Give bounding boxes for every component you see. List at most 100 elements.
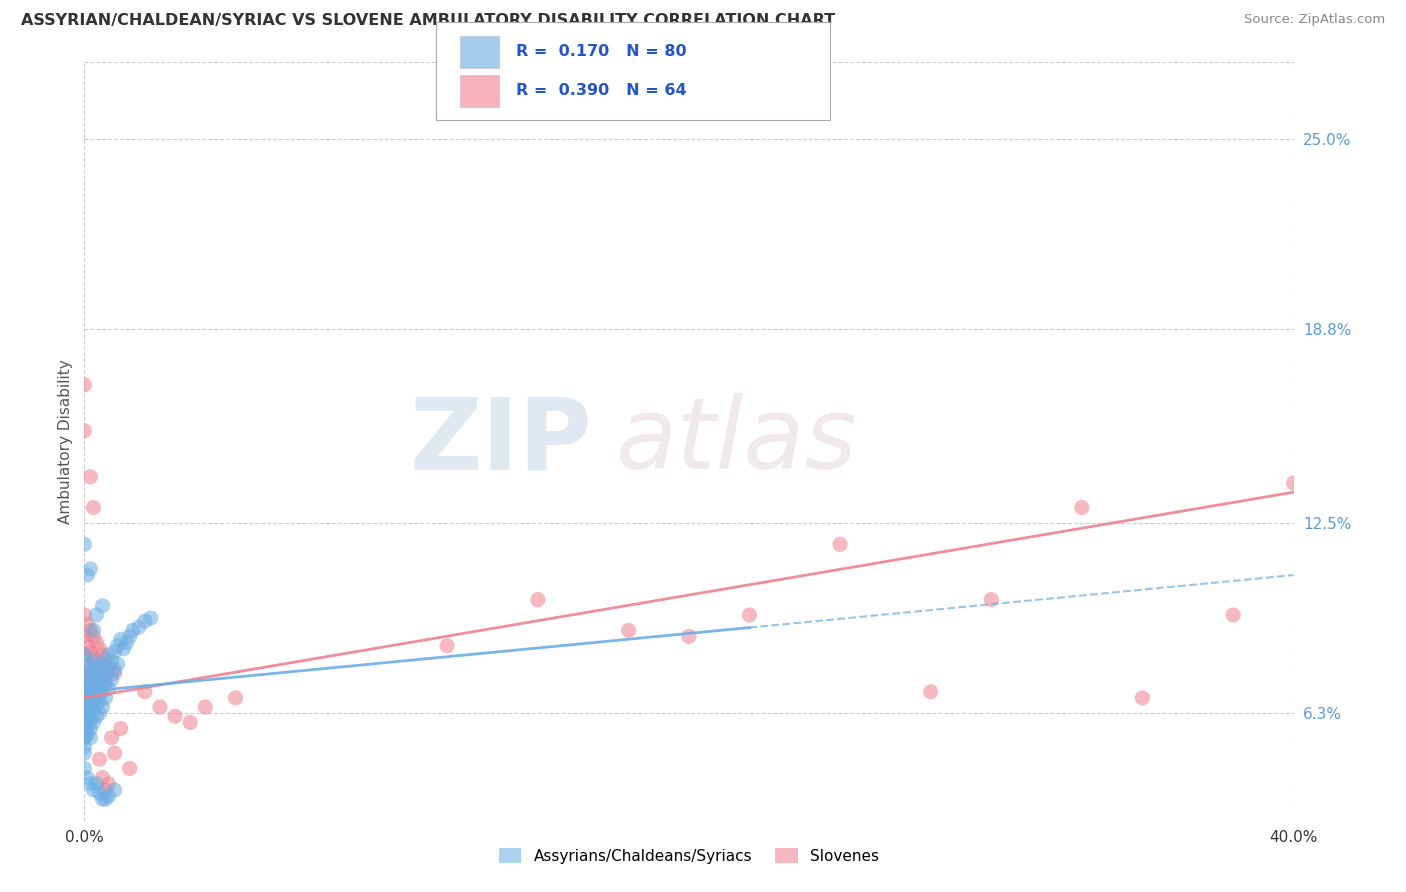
Point [94, 660, 117, 674]
Point [73, 715, 96, 730]
Point [165, 709, 187, 723]
Point [1222, 607, 1244, 622]
Point [82, 679, 104, 693]
Point [104, 783, 127, 797]
Point [82, 666, 104, 681]
Point [89, 694, 111, 708]
Point [82, 690, 104, 705]
Point [118, 630, 141, 644]
Point [76, 718, 98, 732]
Point [76, 639, 98, 653]
Point [76, 679, 98, 693]
Point [104, 663, 127, 677]
Point [94, 675, 117, 690]
Point [91, 700, 114, 714]
Point [89, 752, 111, 766]
Point [86, 709, 108, 723]
Point [194, 700, 217, 714]
Point [76, 568, 98, 582]
Point [86, 684, 108, 698]
Point [149, 700, 172, 714]
Point [79, 624, 101, 638]
Point [179, 715, 201, 730]
Point [104, 666, 127, 681]
Point [73, 709, 96, 723]
Point [73, 715, 96, 730]
Point [91, 599, 114, 613]
Point [82, 690, 104, 705]
Point [97, 660, 120, 674]
Point [73, 648, 96, 662]
Point [920, 684, 942, 698]
Point [738, 607, 761, 622]
Point [76, 694, 98, 708]
Point [830, 537, 852, 551]
Point [76, 669, 98, 683]
Point [91, 792, 114, 806]
Point [73, 424, 96, 438]
Point [76, 709, 98, 723]
Point [76, 700, 98, 714]
Point [678, 630, 700, 644]
Point [79, 684, 101, 698]
Point [115, 635, 138, 649]
Point [110, 722, 132, 736]
Point [100, 673, 122, 687]
Point [97, 681, 120, 696]
Legend: Assyrians/Chaldeans/Syriacs, Slovenes: Assyrians/Chaldeans/Syriacs, Slovenes [492, 842, 886, 870]
Point [82, 669, 104, 683]
Point [79, 645, 101, 659]
Point [94, 654, 117, 668]
Point [100, 731, 122, 745]
Point [617, 624, 640, 638]
Point [73, 684, 96, 698]
Point [79, 675, 101, 690]
Point [100, 663, 122, 677]
Point [97, 789, 120, 803]
Point [134, 684, 156, 698]
Point [91, 673, 114, 687]
Point [139, 611, 162, 625]
Point [86, 635, 108, 649]
Point [73, 700, 96, 714]
Point [118, 761, 141, 775]
Point [79, 688, 101, 702]
Point [107, 639, 129, 653]
Point [73, 648, 96, 662]
Point [73, 377, 96, 392]
Point [94, 792, 117, 806]
Point [110, 632, 132, 647]
Point [97, 648, 120, 662]
Point [94, 690, 117, 705]
Point [73, 669, 96, 683]
Point [79, 731, 101, 745]
Point [112, 641, 135, 656]
Text: R =  0.390   N = 64: R = 0.390 N = 64 [516, 84, 686, 98]
Point [73, 731, 96, 745]
Point [73, 607, 96, 622]
Point [86, 657, 108, 671]
Point [76, 728, 98, 742]
Point [97, 777, 120, 791]
Point [104, 746, 127, 760]
Point [73, 746, 96, 760]
Point [91, 657, 114, 671]
Point [1282, 475, 1305, 490]
Point [79, 470, 101, 484]
Point [73, 700, 96, 714]
Point [76, 660, 98, 674]
Point [91, 669, 114, 683]
Point [79, 777, 101, 791]
Point [94, 675, 117, 690]
Point [91, 684, 114, 698]
Point [100, 654, 122, 668]
Point [76, 771, 98, 785]
Point [134, 614, 156, 628]
Text: ZIP: ZIP [409, 393, 592, 490]
Point [76, 681, 98, 696]
Point [89, 669, 111, 683]
Point [980, 592, 1002, 607]
Point [436, 639, 458, 653]
Point [89, 706, 111, 721]
Point [89, 681, 111, 696]
